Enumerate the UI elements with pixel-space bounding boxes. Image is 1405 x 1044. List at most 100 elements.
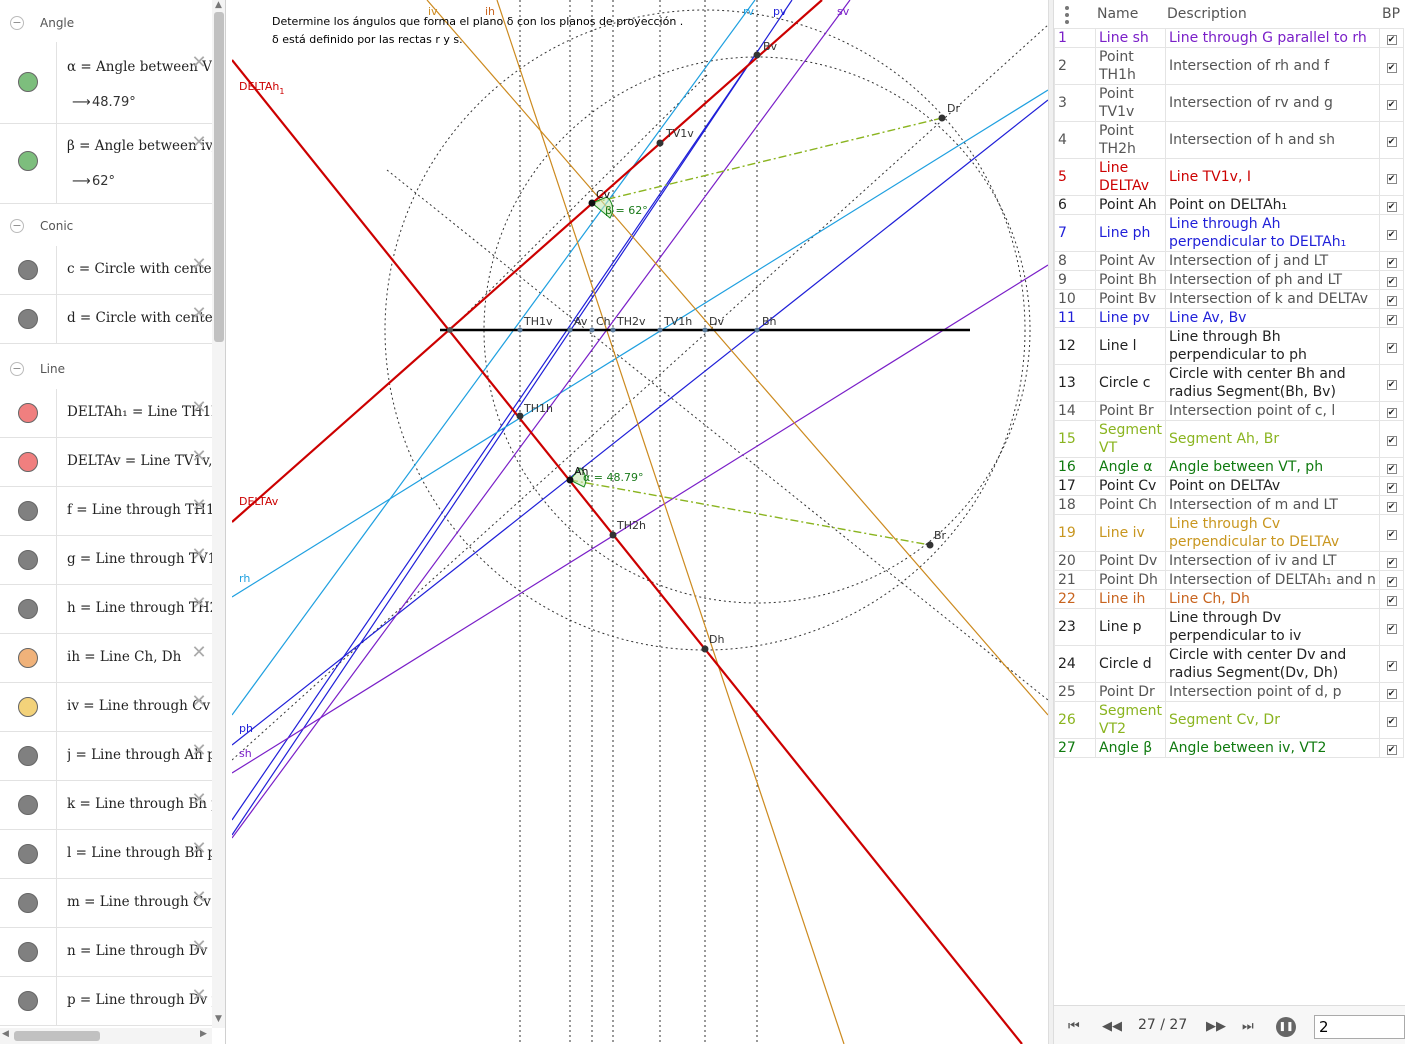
scroll-right-icon[interactable]: ▶ bbox=[200, 1029, 207, 1039]
group-header-line[interactable]: − Line bbox=[0, 352, 212, 386]
visibility-toggle-icon[interactable] bbox=[18, 403, 38, 423]
protocol-row[interactable]: 21 Point Dh Intersection of DELTAh₁ and n ✔ bbox=[1054, 570, 1404, 590]
close-icon[interactable]: ✕ bbox=[191, 936, 207, 957]
breakpoint-checkbox[interactable]: ✔ bbox=[1386, 624, 1397, 634]
protocol-row[interactable]: 8 Point Av Intersection of j and LT ✔ bbox=[1054, 251, 1404, 271]
close-icon[interactable]: ✕ bbox=[191, 691, 207, 712]
collapse-icon[interactable]: − bbox=[10, 362, 24, 376]
breakpoint-checkbox[interactable]: ✔ bbox=[1386, 63, 1397, 73]
close-icon[interactable]: ✕ bbox=[191, 544, 207, 565]
scroll-thumb[interactable] bbox=[14, 1031, 100, 1041]
breakpoint-checkbox[interactable]: ✔ bbox=[1386, 745, 1397, 755]
collapse-icon[interactable]: − bbox=[10, 16, 24, 30]
scroll-up-icon[interactable]: ▲ bbox=[215, 0, 222, 10]
close-icon[interactable]: ✕ bbox=[191, 303, 207, 324]
protocol-row[interactable]: 1 Line sh Line through G parallel to rh ✔ bbox=[1054, 28, 1404, 48]
visibility-toggle-icon[interactable] bbox=[18, 795, 38, 815]
group-header-angle[interactable]: − Angle bbox=[0, 6, 212, 40]
protocol-row[interactable]: 2 Point TH1h Intersection of rh and f ✔ bbox=[1054, 47, 1404, 85]
close-icon[interactable]: ✕ bbox=[191, 52, 207, 73]
protocol-row[interactable]: 25 Point Dr Intersection point of d, p ✔ bbox=[1054, 682, 1404, 702]
visibility-toggle-icon[interactable] bbox=[18, 599, 38, 619]
column-header-description[interactable]: Description bbox=[1167, 6, 1247, 22]
breakpoint-checkbox[interactable]: ✔ bbox=[1386, 717, 1397, 727]
close-icon[interactable]: ✕ bbox=[191, 397, 207, 418]
breakpoint-checkbox[interactable]: ✔ bbox=[1386, 530, 1397, 540]
protocol-row[interactable]: 18 Point Ch Intersection of m and LT ✔ bbox=[1054, 495, 1404, 515]
visibility-toggle-icon[interactable] bbox=[18, 151, 38, 171]
previous-step-icon[interactable]: ◀◀ bbox=[1102, 1019, 1122, 1034]
breakpoint-checkbox[interactable]: ✔ bbox=[1386, 174, 1397, 184]
breakpoint-checkbox[interactable]: ✔ bbox=[1386, 483, 1397, 493]
breakpoint-checkbox[interactable]: ✔ bbox=[1386, 380, 1397, 390]
visibility-toggle-icon[interactable] bbox=[18, 844, 38, 864]
protocol-row[interactable]: 27 Angle β Angle between iv, VT2 ✔ bbox=[1054, 738, 1404, 758]
protocol-row[interactable]: 5 Line DELTAv Line TV1v, I ✔ bbox=[1054, 158, 1404, 196]
close-icon[interactable]: ✕ bbox=[191, 132, 207, 153]
breakpoint-checkbox[interactable]: ✔ bbox=[1386, 100, 1397, 110]
breakpoint-checkbox[interactable]: ✔ bbox=[1386, 343, 1397, 353]
breakpoint-checkbox[interactable]: ✔ bbox=[1386, 137, 1397, 147]
close-icon[interactable]: ✕ bbox=[191, 887, 207, 908]
breakpoint-checkbox[interactable]: ✔ bbox=[1386, 408, 1397, 418]
protocol-row[interactable]: 13 Circle c Circle with center Bh and radi… bbox=[1054, 364, 1404, 402]
visibility-toggle-icon[interactable] bbox=[18, 648, 38, 668]
next-step-icon[interactable]: ▶▶ bbox=[1206, 1019, 1226, 1034]
protocol-row[interactable]: 20 Point Dv Intersection of iv and LT ✔ bbox=[1054, 551, 1404, 571]
visibility-toggle-icon[interactable] bbox=[18, 942, 38, 962]
protocol-row[interactable]: 4 Point TH2h Intersection of h and sh ✔ bbox=[1054, 121, 1404, 159]
view-divider[interactable] bbox=[1048, 0, 1054, 1044]
breakpoint-checkbox[interactable]: ✔ bbox=[1386, 258, 1397, 268]
close-icon[interactable]: ✕ bbox=[191, 254, 207, 275]
close-icon[interactable]: ✕ bbox=[191, 789, 207, 810]
algebra-item-beta[interactable]: β = Angle between iv, VT2 ⟶62° ✕ bbox=[0, 124, 212, 204]
vertical-scrollbar[interactable]: ▲ ▼ bbox=[212, 0, 225, 1028]
horizontal-scrollbar[interactable]: ◀ ▶ bbox=[0, 1028, 212, 1044]
algebra-item-line[interactable]: ih = Line Ch, Dh ✕ bbox=[0, 634, 212, 683]
algebra-item-line[interactable]: h = Line through TH2v perpendicular✕ bbox=[0, 585, 212, 634]
algebra-item-line[interactable]: f = Line through TH1v perpendicular✕ bbox=[0, 487, 212, 536]
algebra-item-line[interactable]: n = Line through Dv perpendicular✕ bbox=[0, 928, 212, 977]
visibility-toggle-icon[interactable] bbox=[18, 72, 38, 92]
algebra-item-d[interactable]: d = Circle with center Dv ✕ bbox=[0, 295, 212, 344]
breakpoint-checkbox[interactable]: ✔ bbox=[1386, 296, 1397, 306]
last-step-icon[interactable]: ⏭ bbox=[1242, 1019, 1254, 1034]
breakpoint-checkbox[interactable]: ✔ bbox=[1386, 230, 1397, 240]
collapse-icon[interactable]: − bbox=[10, 219, 24, 233]
group-header-conic[interactable]: − Conic bbox=[0, 209, 212, 243]
algebra-item-line[interactable]: m = Line through Cv perpendicular✕ bbox=[0, 879, 212, 928]
breakpoint-checkbox[interactable]: ✔ bbox=[1386, 464, 1397, 474]
breakpoint-checkbox[interactable]: ✔ bbox=[1386, 315, 1397, 325]
close-icon[interactable]: ✕ bbox=[191, 838, 207, 859]
algebra-item-line[interactable]: DELTAh₁ = Line TH1h, TH2h✕ bbox=[0, 389, 212, 438]
breakpoint-checkbox[interactable]: ✔ bbox=[1386, 502, 1397, 512]
protocol-row[interactable]: 17 Point Cv Point on DELTAv ✔ bbox=[1054, 476, 1404, 496]
breakpoint-checkbox[interactable]: ✔ bbox=[1386, 596, 1397, 606]
protocol-row[interactable]: 19 Line iv Line through Cv perpendicular t… bbox=[1054, 514, 1404, 552]
algebra-item-line[interactable]: j = Line through Ah perpendicular✕ bbox=[0, 732, 212, 781]
protocol-row[interactable]: 24 Circle d Circle with center Dv and radi… bbox=[1054, 645, 1404, 683]
breakpoint-checkbox[interactable]: ✔ bbox=[1386, 661, 1397, 671]
pause-icon[interactable]: ❚❚ bbox=[1276, 1017, 1296, 1037]
protocol-row[interactable]: 23 Line p Line through Dv perpendicular to… bbox=[1054, 608, 1404, 646]
algebra-item-line[interactable]: p = Line through Dv perpendicular✕ bbox=[0, 977, 212, 1026]
protocol-row[interactable]: 9 Point Bh Intersection of ph and LT ✔ bbox=[1054, 270, 1404, 290]
algebra-item-line[interactable]: iv = Line through Cv perpendicular✕ bbox=[0, 683, 212, 732]
protocol-row[interactable]: 22 Line ih Line Ch, Dh ✔ bbox=[1054, 589, 1404, 609]
protocol-row[interactable]: 14 Point Br Intersection point of c, l ✔ bbox=[1054, 401, 1404, 421]
visibility-toggle-icon[interactable] bbox=[18, 452, 38, 472]
close-icon[interactable]: ✕ bbox=[191, 593, 207, 614]
play-speed-input[interactable] bbox=[1314, 1015, 1405, 1039]
visibility-toggle-icon[interactable] bbox=[18, 260, 38, 280]
close-icon[interactable]: ✕ bbox=[191, 985, 207, 1006]
points[interactable] bbox=[447, 51, 946, 653]
protocol-row[interactable]: 11 Line pv Line Av, Bv ✔ bbox=[1054, 308, 1404, 328]
column-header-bp[interactable]: BP bbox=[1382, 6, 1401, 22]
breakpoint-checkbox[interactable]: ✔ bbox=[1386, 202, 1397, 212]
protocol-row[interactable]: 26 Segment VT2 Segment Cv, Dr ✔ bbox=[1054, 701, 1404, 739]
protocol-row[interactable]: 6 Point Ah Point on DELTAh₁ ✔ bbox=[1054, 195, 1404, 215]
close-icon[interactable]: ✕ bbox=[191, 740, 207, 761]
breakpoint-checkbox[interactable]: ✔ bbox=[1386, 689, 1397, 699]
protocol-row[interactable]: 12 Line l Line through Bh perpendicular to… bbox=[1054, 327, 1404, 365]
breakpoint-checkbox[interactable]: ✔ bbox=[1386, 436, 1397, 446]
